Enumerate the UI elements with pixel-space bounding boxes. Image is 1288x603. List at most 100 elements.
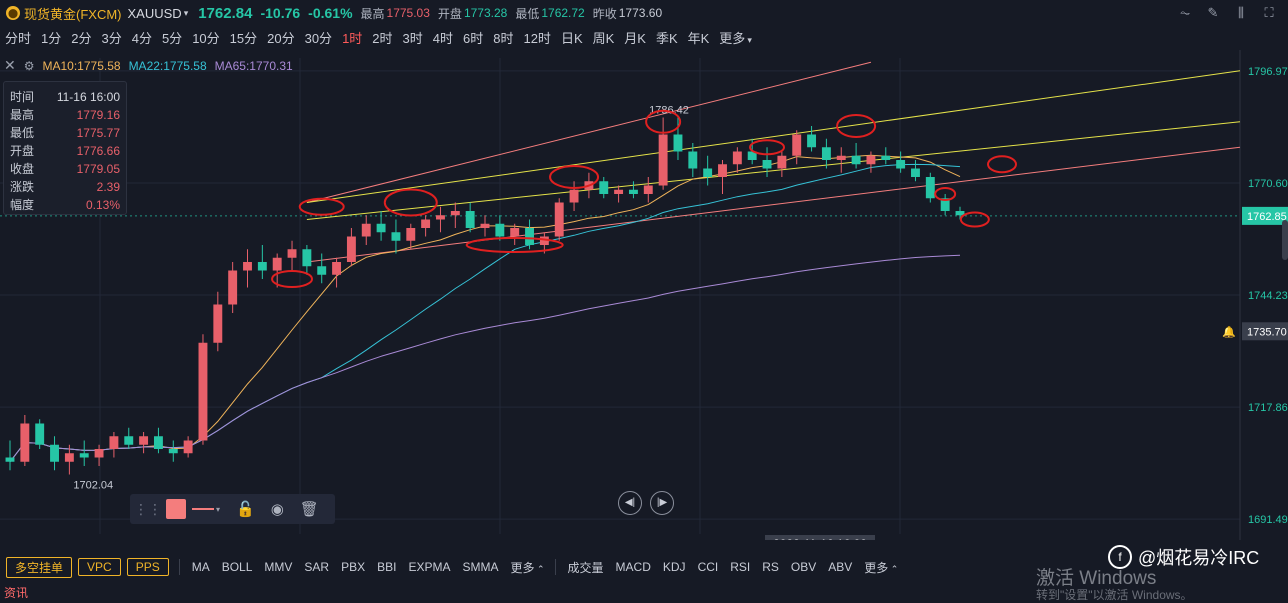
timeframe-4[interactable]: 4分 xyxy=(131,30,152,46)
candle-body xyxy=(525,228,534,245)
timeframe-9[interactable]: 30分 xyxy=(304,30,333,46)
candle-body xyxy=(866,155,876,165)
sub-indicator-2[interactable]: KDJ xyxy=(662,560,686,574)
sub-indicator-0[interactable]: 成交量 xyxy=(567,560,604,575)
timeframe-13[interactable]: 4时 xyxy=(432,30,453,46)
current-price-box xyxy=(1242,206,1288,225)
timeframe-18[interactable]: 周K xyxy=(592,30,615,46)
timeframe-22[interactable]: 更多 xyxy=(714,28,757,47)
scrollbar[interactable] xyxy=(1282,220,1288,260)
trash-icon[interactable]: 🗑 xyxy=(299,501,319,518)
candle-body xyxy=(302,249,312,267)
unlock-icon[interactable]: 🔓 xyxy=(236,501,255,518)
timeframe-19[interactable]: 月K xyxy=(624,30,646,46)
candle-body xyxy=(836,155,846,160)
open-value: 1773.28 xyxy=(463,6,508,20)
order-button-0[interactable]: 多空挂单 xyxy=(6,556,73,578)
timeframe-14[interactable]: 6时 xyxy=(463,30,484,46)
main-indicator-2[interactable]: MMV xyxy=(264,560,293,574)
marker-circle xyxy=(959,211,990,228)
sub-indicator-8[interactable]: 更多 xyxy=(864,559,898,576)
timeframe-5[interactable]: 5分 xyxy=(161,30,183,46)
timeframe-11[interactable]: 2时 xyxy=(372,30,393,46)
weibo-icon: f xyxy=(1108,545,1132,569)
timeframe-2[interactable]: 2分 xyxy=(71,30,92,46)
timeframe-16[interactable]: 12时 xyxy=(523,30,551,46)
symbol-dropdown-caret-icon[interactable]: ▾ xyxy=(183,7,189,18)
timeframe-6[interactable]: 10分 xyxy=(192,30,220,46)
alert-price-box xyxy=(1242,322,1288,341)
main-indicator-0[interactable]: MA xyxy=(191,560,210,574)
sub-indicator-7[interactable]: ABV xyxy=(828,560,853,574)
settings-icon[interactable]: ⚙ xyxy=(23,58,35,73)
timeframe-15[interactable]: 8时 xyxy=(493,30,514,46)
fullscreen-icon[interactable]: ⛶ xyxy=(1264,5,1274,20)
main-indicator-6[interactable]: EXPMA xyxy=(408,560,451,574)
main-indicator-7[interactable]: SMMA xyxy=(462,560,499,574)
info-key: 涨跌 xyxy=(10,180,35,194)
line-style[interactable] xyxy=(192,508,214,510)
timeframe-12[interactable]: 3时 xyxy=(402,30,423,46)
main-indicator-3[interactable]: SAR xyxy=(304,560,330,574)
sub-indicator-4[interactable]: RSI xyxy=(730,560,751,574)
timeframe-21[interactable]: 年K xyxy=(687,30,710,46)
timeframe-10[interactable]: 1时 xyxy=(342,30,363,46)
timeframe-3[interactable]: 3分 xyxy=(101,30,122,46)
order-button-1[interactable]: VPC xyxy=(78,558,121,576)
indicator-icon[interactable]: ⫼ xyxy=(1238,5,1244,20)
candle-body xyxy=(213,304,223,343)
timeframe-0[interactable]: 分时 xyxy=(5,30,32,46)
timeframe-7[interactable]: 15分 xyxy=(229,30,258,46)
sub-indicator-5[interactable]: RS xyxy=(762,560,779,574)
close-icon[interactable]: ✕ xyxy=(4,57,16,73)
main-indicator-8[interactable]: 更多 xyxy=(510,559,544,576)
info-row: 最低 1775.77 xyxy=(4,124,126,142)
timeframe-1[interactable]: 1分 xyxy=(41,30,62,46)
candle-body xyxy=(747,151,757,160)
info-value: 1779.16 xyxy=(76,108,120,122)
marker-circle xyxy=(465,237,564,253)
timeframe-8[interactable]: 20分 xyxy=(267,30,295,46)
chevron-down-icon[interactable]: ▾ xyxy=(216,504,221,514)
prev-close-label: 昨收 xyxy=(592,6,617,21)
candle-body xyxy=(50,444,59,462)
main-indicator-1[interactable]: BOLL xyxy=(221,560,253,574)
scroll-right-button[interactable]: |▶ xyxy=(650,491,674,515)
channel-yellow-mid xyxy=(306,121,1241,220)
order-button-2[interactable]: PPS xyxy=(126,558,169,576)
timeframe-17[interactable]: 日K xyxy=(560,30,583,46)
candle-body xyxy=(35,423,45,445)
candle-body xyxy=(465,211,475,228)
candle-body xyxy=(139,436,149,445)
timeframe-bar: 分时 1分 2分 3分 4分 5分 10分 15分 20分 30分 1时 2时 3时 4时 6时 8时 12时日… xyxy=(0,27,757,47)
candle-body xyxy=(421,219,431,228)
candle-body xyxy=(198,342,208,441)
symbol-name[interactable]: 现货黄金(FXCM) xyxy=(24,6,122,22)
news-tab[interactable]: 资讯 xyxy=(4,586,29,600)
scroll-left-button[interactable]: ◀| xyxy=(618,491,642,515)
main-indicator-5[interactable]: BBI xyxy=(377,560,397,574)
drag-handle-icon[interactable]: ⋮⋮ xyxy=(134,500,162,517)
chart-type-icon[interactable]: ⏦ xyxy=(1179,5,1191,20)
sub-indicator-6[interactable]: OBV xyxy=(790,560,817,574)
eye-icon[interactable]: ◉ xyxy=(270,501,284,518)
color-swatch[interactable] xyxy=(166,499,186,519)
timeframe-20[interactable]: 季K xyxy=(655,30,678,46)
divider xyxy=(554,559,556,575)
info-row: 最高 1779.16 xyxy=(4,106,126,124)
sub-indicator-3[interactable]: CCI xyxy=(697,560,719,574)
candlestick-chart[interactable]: 1796.97 1770.60 1744.23 1717.86 1691.49 1762.… xyxy=(0,50,1288,540)
brand-watermark: f @烟花易冷IRC xyxy=(1108,544,1259,570)
candle-body xyxy=(569,189,579,203)
sub-indicator-1[interactable]: MACD xyxy=(615,560,651,574)
info-value: 11-16 16:00 xyxy=(56,90,120,104)
draw-pen-icon[interactable]: ✎ xyxy=(1207,5,1219,20)
info-value: 0.13% xyxy=(85,198,120,212)
main-indicator-4[interactable]: PBX xyxy=(341,560,366,574)
symbol-code[interactable]: XAUUSD xyxy=(127,5,182,21)
candle-body xyxy=(896,160,906,169)
bottom-indicator-bar: 多空挂单 VPC PPS MA BOLL MMV SAR PBX BBI EXPMA SMMA 更多 成… xyxy=(0,555,1288,579)
info-key: 时间 xyxy=(10,90,35,104)
candle-body xyxy=(153,436,163,449)
candle-body xyxy=(109,436,119,449)
